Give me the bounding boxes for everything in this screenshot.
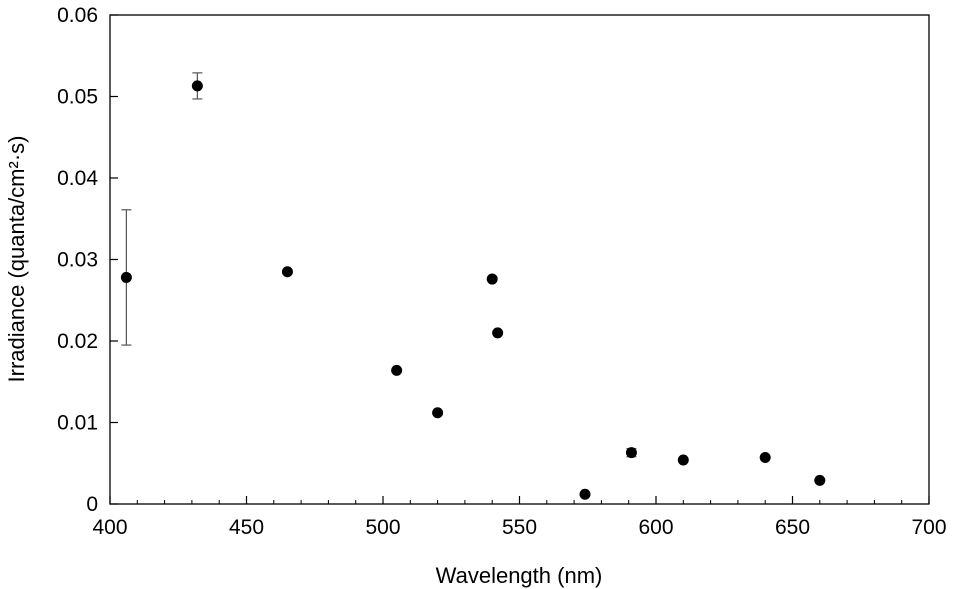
data-point <box>492 327 504 339</box>
plot-frame <box>109 14 930 505</box>
y-tick-label: 0.04 <box>57 167 98 190</box>
axis-ticks <box>109 14 930 505</box>
x-tick-label: 550 <box>502 516 537 539</box>
y-tick-label: 0.06 <box>57 4 98 27</box>
x-tick-label: 650 <box>775 516 810 539</box>
data-point <box>759 452 771 464</box>
data-point <box>625 447 637 459</box>
data-point <box>814 474 826 486</box>
x-tick-label: 450 <box>229 516 264 539</box>
data-point <box>120 271 132 283</box>
y-tick-label: 0.01 <box>57 412 98 435</box>
y-tick-label: 0.02 <box>57 330 98 353</box>
x-axis-title: Wavelength (nm) <box>436 563 603 588</box>
data-point <box>486 273 498 285</box>
x-tick-label: 600 <box>638 516 673 539</box>
y-tick-label: 0.05 <box>57 86 98 109</box>
x-tick-label: 400 <box>92 516 127 539</box>
data-point <box>579 488 591 500</box>
data-points <box>120 72 826 500</box>
y-tick-label: 0 <box>86 493 98 516</box>
data-point <box>677 454 689 466</box>
data-point <box>391 364 403 376</box>
x-tick-label: 500 <box>365 516 400 539</box>
y-tick-label: 0.03 <box>57 249 98 272</box>
data-point <box>281 266 293 278</box>
y-tick-labels: 0 0.01 0.02 0.03 0.04 0.05 0.06 <box>57 4 98 516</box>
data-point <box>432 407 444 419</box>
data-point <box>191 80 203 92</box>
x-tick-label: 700 <box>911 516 946 539</box>
x-tick-labels: 400 450 500 550 600 650 700 <box>92 516 946 539</box>
y-axis-title: Irradiance (quanta/cm²·s) <box>4 136 29 383</box>
